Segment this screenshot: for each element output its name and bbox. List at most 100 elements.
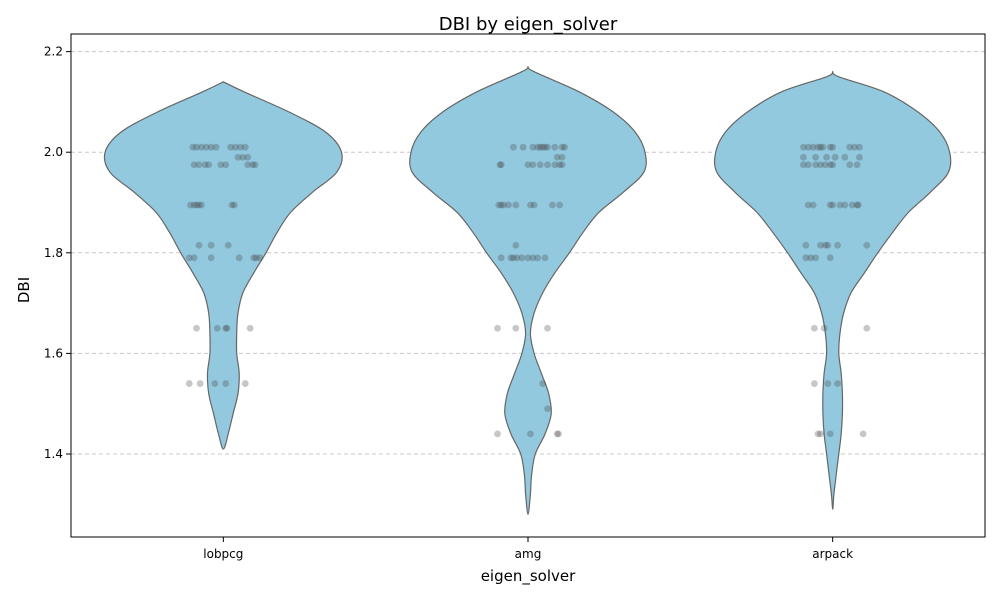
data-point-lobpcg [235,254,243,262]
data-point-amg [551,161,559,169]
data-point-lobpcg [246,324,254,332]
violin-arpack [713,70,952,510]
data-point-amg [544,405,551,413]
data-point-amg [519,143,527,151]
data-point-arpack [800,153,807,161]
data-point-arpack [824,241,832,249]
y-tick-label: 2.0 [44,145,63,159]
data-point-arpack [841,201,849,209]
data-point-amg [509,254,517,262]
data-point-amg [561,143,568,151]
data-point-lobpcg [236,143,244,151]
data-point-amg [541,254,549,262]
data-point-arpack [856,143,863,151]
x-tick-label: lobpcg [203,547,243,561]
data-point-lobpcg [228,201,236,209]
data-point-lobpcg [244,161,252,169]
data-point-amg [539,380,547,387]
data-point-arpack [863,241,871,249]
data-point-lobpcg [193,201,200,209]
data-point-amg [497,254,505,262]
data-point-lobpcg [241,380,249,387]
data-point-amg [494,430,501,438]
data-point-lobpcg [222,380,230,387]
data-point-arpack [820,324,828,332]
data-point-arpack [826,161,834,169]
data-point-amg [497,201,505,209]
data-point-lobpcg [197,201,205,209]
data-point-lobpcg [195,201,203,209]
data-point-arpack [804,201,812,209]
data-point-lobpcg [227,143,235,151]
data-point-arpack [836,201,844,209]
data-point-arpack [829,201,837,209]
data-point-lobpcg [187,201,194,209]
data-point-arpack [853,161,861,169]
data-point-arpack [859,430,867,438]
data-points [185,143,871,438]
data-point-arpack [814,143,822,151]
data-point-amg [556,161,564,169]
data-point-lobpcg [211,380,219,387]
x-tick-label: amg [515,547,542,561]
data-point-lobpcg [193,324,200,332]
data-point-lobpcg [213,324,221,332]
data-point-amg [529,254,537,262]
data-point-lobpcg [249,161,256,169]
data-point-lobpcg [250,254,258,262]
data-point-arpack [817,161,824,169]
data-point-lobpcg [230,201,238,209]
data-point-arpack [817,430,824,438]
data-point-lobpcg [207,254,215,262]
data-point-lobpcg [217,161,225,169]
data-point-amg [544,143,551,151]
y-tick-label: 2.2 [44,45,63,59]
data-point-amg [495,201,503,209]
data-point-arpack [812,153,820,161]
data-point-arpack [824,380,832,387]
data-point-lobpcg [223,324,231,332]
data-point-arpack [829,161,837,169]
y-tick-label: 1.6 [44,346,63,360]
data-point-arpack [826,254,834,262]
data-point-arpack [804,143,812,151]
data-point-arpack [848,201,856,209]
data-point-amg [513,254,521,262]
data-point-arpack [809,143,817,151]
data-point-amg [512,241,520,249]
data-point-lobpcg [190,201,198,209]
data-point-arpack [812,254,820,262]
data-point-amg [529,161,537,169]
data-point-lobpcg [205,161,213,169]
data-point-lobpcg [252,254,260,262]
data-point-arpack [834,241,841,249]
data-point-arpack [810,380,818,387]
y-axis-label: DBI [15,277,33,303]
data-point-arpack [821,161,829,169]
data-point-lobpcg [185,380,193,387]
data-point-amg [494,324,501,332]
data-point-amg [548,201,556,209]
data-point-amg [509,143,517,151]
data-point-amg [527,201,534,209]
data-point-arpack [826,430,834,438]
data-point-arpack [846,161,854,169]
violins [103,65,952,516]
data-point-amg [530,201,538,209]
data-point-amg [536,143,544,151]
data-point-amg [558,161,566,169]
data-point-arpack [831,153,839,161]
data-point-arpack [829,143,837,151]
data-point-amg [534,254,542,262]
data-point-arpack [826,143,834,151]
data-point-lobpcg [207,143,215,151]
data-point-lobpcg [251,161,259,169]
data-point-arpack [834,380,841,387]
data-point-lobpcg [202,143,210,151]
data-point-lobpcg [193,143,200,151]
data-point-lobpcg [222,324,230,332]
data-point-lobpcg [190,254,198,262]
data-point-arpack [810,324,818,332]
data-point-amg [529,143,537,151]
